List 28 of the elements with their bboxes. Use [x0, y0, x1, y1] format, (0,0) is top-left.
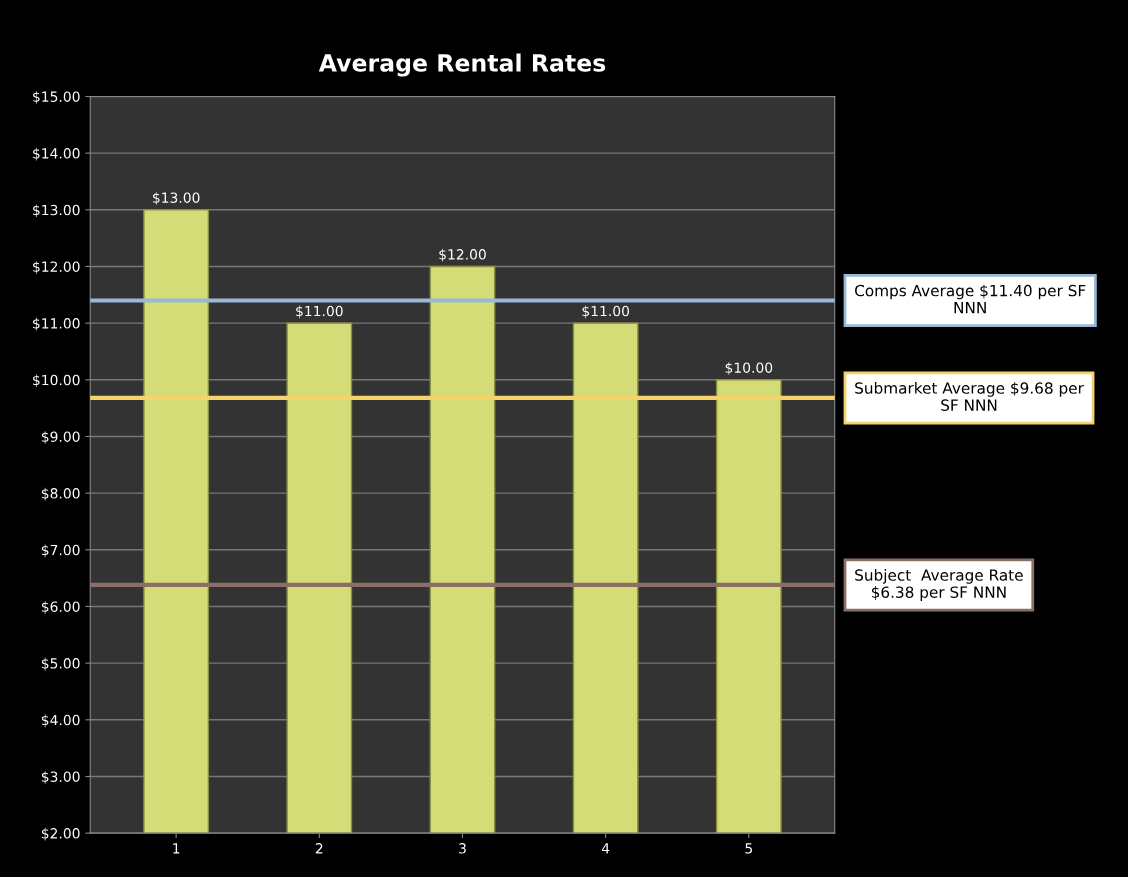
y-tick-label: $10.00 [33, 374, 80, 388]
ref-line-label: Subject Average Rate $6.38 per SF NNN [855, 569, 1023, 601]
y-tick-label: $8.00 [41, 487, 80, 501]
ref-line-label: Submarket Average $9.68 per SF NNN [855, 382, 1084, 411]
data-label: $13.00 [152, 192, 200, 205]
y-tick-label: $2.00 [41, 827, 80, 841]
y-tick-label: $15.00 [33, 91, 80, 104]
x-tick-label: 3 [459, 843, 466, 854]
x-tick-label: 4 [601, 843, 610, 854]
x-tick-label: 1 [173, 843, 180, 854]
y-tick-label: $6.00 [41, 601, 80, 614]
y-tick-label: $9.00 [41, 431, 80, 444]
x-tick-label: 2 [315, 843, 323, 854]
y-tick-label: $12.00 [33, 261, 80, 274]
y-tick-label: $11.00 [33, 317, 80, 331]
data-label: $11.00 [582, 305, 630, 319]
y-tick-label: $3.00 [41, 771, 80, 784]
ref-line-label: Comps Average $11.40 per SF NNN [855, 284, 1086, 314]
x-tick-label: 5 [745, 843, 753, 854]
data-label: $12.00 [439, 248, 486, 262]
y-tick-label: $13.00 [33, 204, 80, 218]
data-label: $10.00 [725, 362, 773, 375]
chart-title: Average Rental Rates [318, 53, 606, 77]
y-tick-label: $4.00 [41, 714, 80, 728]
y-tick-label: $7.00 [41, 544, 80, 558]
y-tick-label: $5.00 [41, 657, 80, 671]
y-tick-label: $14.00 [33, 147, 80, 161]
data-label: $11.00 [296, 305, 343, 319]
